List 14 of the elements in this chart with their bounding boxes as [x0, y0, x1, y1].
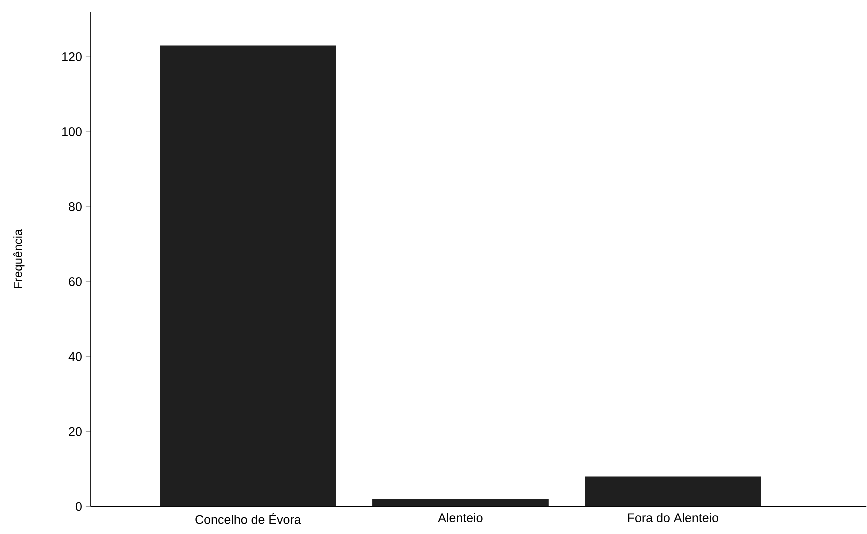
y-tick-label: 20 — [69, 427, 82, 436]
y-tick-label: 100 — [62, 128, 82, 136]
y-tick-label: 0 — [76, 502, 82, 512]
y-tick-label: 120 — [62, 52, 82, 62]
x-tick-label: Fora do Alenteio — [628, 513, 719, 523]
bar — [585, 476, 762, 507]
y-tick-label: 40 — [68, 352, 82, 362]
x-tick-label: Concelho de Évora — [196, 513, 302, 524]
bar — [160, 46, 336, 507]
y-axis-title: Frequência — [14, 230, 25, 289]
y-tick-label: 80 — [69, 202, 82, 212]
bar — [372, 499, 549, 507]
x-tick-label: Alenteio — [438, 513, 483, 523]
y-tick-label: 60 — [69, 278, 82, 286]
